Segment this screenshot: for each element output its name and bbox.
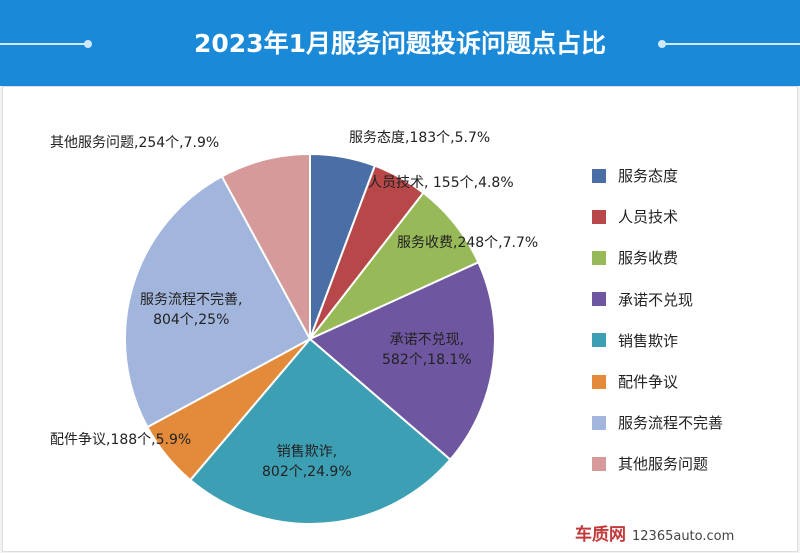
legend-label: 配件争议 bbox=[618, 373, 679, 391]
watermark-site: 12365auto.com bbox=[632, 529, 735, 544]
legend-label: 服务收费 bbox=[618, 249, 679, 268]
data-label-3: 承诺不兑现, 582个,18.1% bbox=[382, 332, 472, 368]
legend-item-3: 承诺不兑现 bbox=[592, 289, 693, 310]
data-label-7: 其他服务问题,254个,7.9% bbox=[50, 135, 220, 151]
legend-swatch bbox=[592, 374, 606, 389]
legend-item-6: 服务流程不完善 bbox=[592, 412, 723, 433]
legend-item-7: 其他服务问题 bbox=[592, 453, 708, 474]
data-label-0: 服务态度,183个,5.7% bbox=[349, 130, 491, 146]
title-banner: 2023年1月服务问题投诉问题点占比 bbox=[0, 0, 800, 86]
chart-title: 2023年1月服务问题投诉问题点占比 bbox=[194, 29, 606, 58]
data-label-6: 服务流程不完善, 804个,25% bbox=[140, 292, 243, 328]
legend-item-1: 人员技术 bbox=[592, 206, 678, 227]
legend-item-0: 服务态度 bbox=[592, 165, 678, 186]
legend-label: 承诺不兑现 bbox=[618, 290, 694, 309]
legend-swatch bbox=[592, 292, 606, 307]
legend-item-5: 配件争议 bbox=[592, 371, 678, 392]
decor-dot-left bbox=[84, 40, 92, 48]
legend-label: 服务态度 bbox=[618, 167, 679, 185]
legend-swatch bbox=[592, 415, 606, 430]
legend-label: 销售欺诈 bbox=[618, 331, 679, 350]
data-label-5: 配件争议,188个,5.9% bbox=[50, 432, 192, 448]
watermark-brand: 车质网 bbox=[575, 525, 626, 545]
legend-label: 服务流程不完善 bbox=[618, 414, 724, 433]
legend-swatch bbox=[592, 250, 606, 265]
legend-swatch bbox=[592, 456, 606, 471]
legend-item-2: 服务收费 bbox=[592, 247, 678, 268]
watermark: 车质网 12365auto.com bbox=[575, 520, 734, 545]
pie-slice-3 bbox=[308, 261, 496, 461]
decor-line-left bbox=[0, 43, 86, 45]
data-label-2: 服务收费,248个,7.7% bbox=[397, 235, 539, 251]
decor-line-right bbox=[662, 43, 800, 45]
data-label-4: 销售欺诈, 802个,24.9% bbox=[262, 444, 352, 480]
pie-slice-4 bbox=[188, 337, 452, 525]
pie-slice-7 bbox=[220, 152, 311, 340]
data-label-1: 人员技术, 155个,4.8% bbox=[368, 175, 514, 191]
legend-label: 人员技术 bbox=[618, 208, 679, 227]
legend-swatch bbox=[592, 209, 606, 224]
legend-item-4: 销售欺诈 bbox=[592, 330, 678, 351]
legend-label: 其他服务问题 bbox=[618, 455, 709, 474]
legend-swatch bbox=[592, 333, 606, 348]
legend-swatch bbox=[592, 168, 606, 183]
pie-slice-6 bbox=[124, 174, 312, 429]
